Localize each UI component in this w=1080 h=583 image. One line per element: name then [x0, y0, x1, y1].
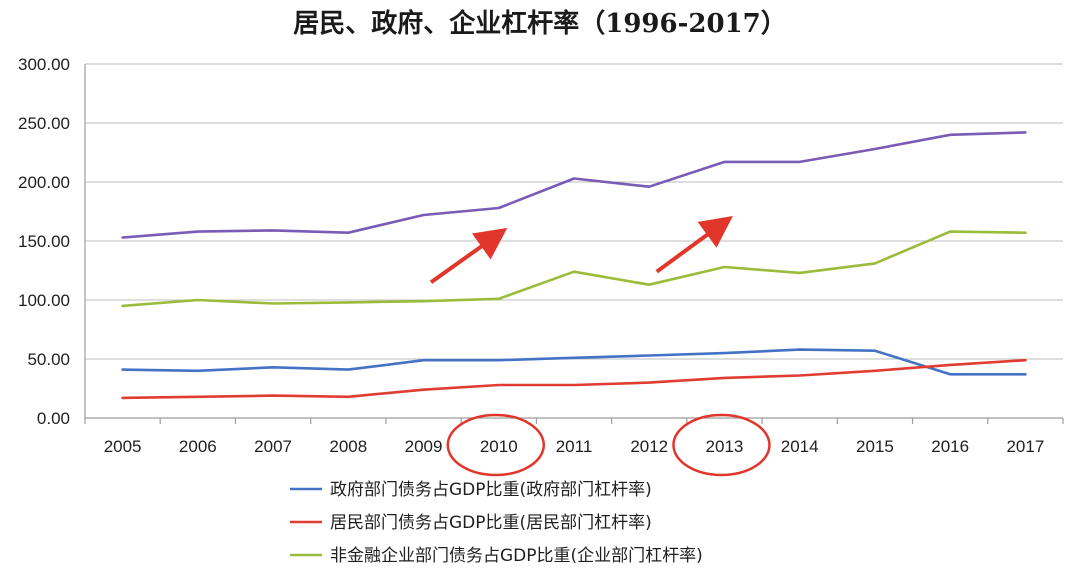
y-tick-label: 0.00 — [37, 409, 70, 428]
legend-label: 非金融企业部门债务占GDP比重(企业部门杠杆率) — [330, 546, 703, 566]
series-line-4 — [121, 131, 1027, 239]
series-line-1 — [121, 348, 1027, 376]
x-tick-label: 2011 — [556, 437, 593, 456]
highlight-circle — [446, 413, 546, 477]
legend-label: 政府部门债务占GDP比重(政府部门杠杆率) — [330, 480, 652, 500]
grid — [84, 63, 1063, 419]
series-line-3 — [121, 230, 1027, 308]
x-tick-label: 2009 — [405, 437, 443, 456]
x-tick-label: 2006 — [179, 437, 217, 456]
series-lines — [121, 131, 1027, 400]
series-line-2 — [121, 358, 1027, 400]
y-tick-label: 50.00 — [27, 350, 70, 369]
y-tick-label: 300.00 — [18, 55, 70, 74]
x-tick-label: 2012 — [630, 437, 668, 456]
chart-title: 居民、政府、企业杠杆率（1996-2017） — [293, 8, 787, 39]
trend-arrow — [429, 227, 508, 284]
annotations — [429, 215, 771, 477]
legend-label: 居民部门债务占GDP比重(居民部门杠杆率) — [330, 513, 652, 533]
x-axis-ticks: 2005 2006 2007 2008 2009 2010 2011 2012 2013 2014… — [84, 418, 1064, 456]
trend-arrow — [655, 215, 733, 274]
x-tick-label: 2007 — [254, 437, 292, 456]
x-tick-label: 2008 — [329, 437, 367, 456]
x-tick-label: 2005 — [104, 437, 142, 456]
highlight-circle — [672, 413, 771, 477]
x-tick-label: 2017 — [1006, 437, 1044, 456]
y-tick-label: 100.00 — [18, 291, 70, 310]
y-tick-label: 200.00 — [18, 173, 70, 192]
legend: 政府部门债务占GDP比重(政府部门杠杆率) 居民部门债务占GDP比重(居民部门杠杆… — [290, 480, 703, 566]
x-tick-label: 2016 — [931, 437, 969, 456]
y-tick-label: 150.00 — [18, 232, 70, 251]
x-tick-label: 2014 — [781, 437, 819, 456]
x-tick-label: 2015 — [856, 437, 894, 456]
y-tick-label: 250.00 — [18, 114, 70, 133]
x-tick-label: 2010 — [480, 437, 518, 456]
y-axis-ticks: 0.00 50.00 100.00 150.00 200.00 250.00 300.00 — [18, 55, 70, 428]
x-tick-label: 2013 — [706, 437, 744, 456]
